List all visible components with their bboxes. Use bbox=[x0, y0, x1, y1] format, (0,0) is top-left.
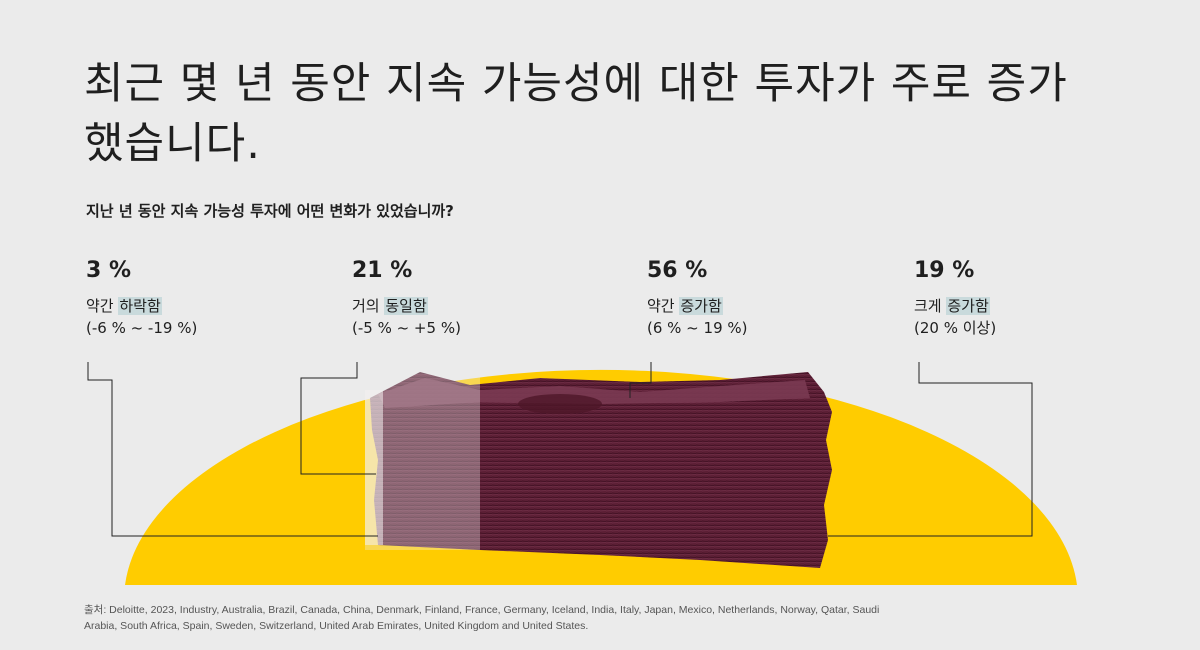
source-note: 출처: Deloitte, 2023, Industry, Australia,… bbox=[84, 602, 884, 634]
stat-slightly-decreased: 3 % 약간 하락함 (-6 % ~ -19 %) bbox=[86, 258, 197, 339]
highlight-word: 동일함 bbox=[384, 297, 428, 315]
leader-line-decreased bbox=[87, 362, 378, 537]
money-stack bbox=[365, 370, 832, 568]
stat-about-same: 21 % 거의 동일함 (-5 % ~ +5 %) bbox=[352, 258, 461, 339]
stat-label: 크게 증가함 bbox=[914, 297, 990, 315]
stat-label: 약간 증가함 bbox=[647, 297, 723, 315]
stat-label: 약간 하락함 bbox=[86, 297, 162, 315]
stat-greatly-increased: 19 % 크게 증가함 (20 % 이상) bbox=[914, 258, 996, 339]
stat-percent: 3 % bbox=[86, 258, 132, 283]
stat-percent: 21 % bbox=[352, 258, 413, 283]
highlight-word: 하락함 bbox=[118, 297, 162, 315]
source-label: 출처 bbox=[84, 604, 104, 616]
stat-range: (-6 % ~ -19 %) bbox=[86, 319, 198, 337]
page-title: 최근 몇 년 동안 지속 가능성에 대한 투자가 주로 증가했습니다. bbox=[84, 59, 1068, 169]
leader-line-slight-increase bbox=[629, 362, 652, 398]
leader-line-same bbox=[300, 362, 376, 475]
stack-left-fade bbox=[365, 370, 480, 550]
stat-percent: 19 % bbox=[914, 258, 975, 283]
stat-label: 거의 동일함 bbox=[352, 297, 428, 315]
highlight-word: 증가함 bbox=[946, 297, 990, 315]
stat-range: (6 % ~ 19 %) bbox=[647, 319, 748, 337]
chart-question: 지난 년 동안 지속 가능성 투자에 어떤 변화가 있었습니까? bbox=[86, 202, 454, 220]
stat-range: (20 % 이상) bbox=[914, 319, 997, 337]
stat-percent: 56 % bbox=[647, 258, 708, 283]
stat-range: (-5 % ~ +5 %) bbox=[352, 319, 461, 337]
highlight-word: 증가함 bbox=[679, 297, 723, 315]
leader-line-large-increase bbox=[828, 362, 1033, 537]
stat-slightly-increased: 56 % 약간 증가함 (6 % ~ 19 %) bbox=[647, 258, 747, 339]
source-text: : Deloitte, 2023, Industry, Australia, B… bbox=[84, 604, 880, 632]
